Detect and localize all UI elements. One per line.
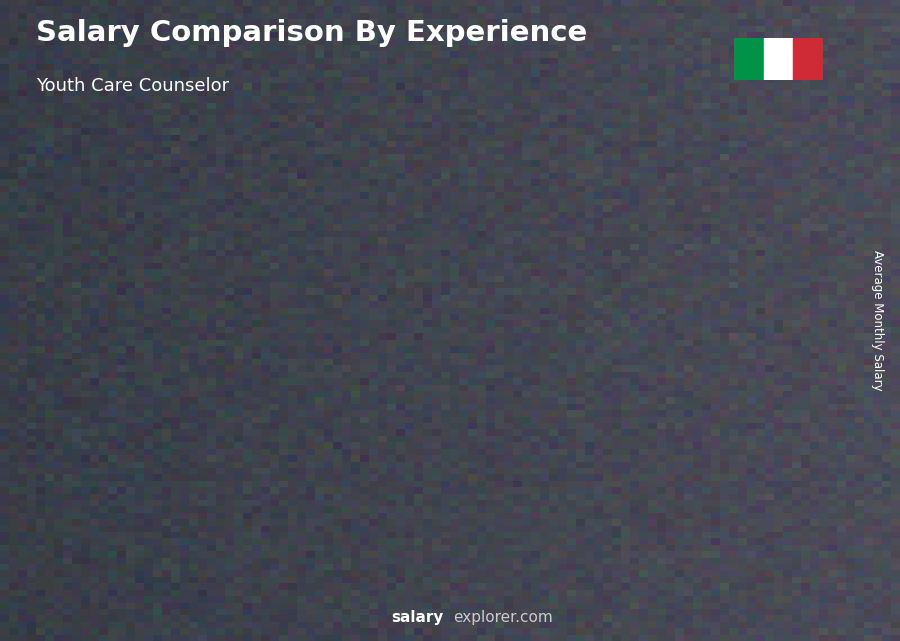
Bar — [763, 38, 794, 80]
Bar — [778, 194, 786, 558]
Text: 20+ Years: 20+ Years — [701, 592, 791, 607]
FancyBboxPatch shape — [581, 217, 660, 558]
Text: < 2 Years: < 2 Years — [76, 592, 160, 607]
Bar — [707, 194, 786, 203]
Bar — [456, 239, 534, 247]
Bar — [204, 371, 214, 558]
Text: +7%: +7% — [659, 116, 708, 135]
Text: +7%: +7% — [533, 138, 582, 158]
Text: Youth Care Counselor: Youth Care Counselor — [36, 77, 230, 95]
Text: 2,750 EUR: 2,750 EUR — [61, 499, 138, 514]
Text: +24%: +24% — [400, 174, 464, 194]
Text: 6,890 EUR: 6,890 EUR — [806, 303, 883, 318]
Bar — [581, 217, 591, 558]
FancyBboxPatch shape — [330, 301, 408, 558]
Text: +38%: +38% — [274, 228, 338, 247]
Bar — [526, 239, 534, 558]
FancyBboxPatch shape — [456, 239, 534, 558]
Text: 6,030 EUR: 6,030 EUR — [438, 385, 515, 399]
Bar — [652, 217, 660, 558]
Bar — [581, 217, 660, 225]
Bar — [78, 413, 89, 558]
Text: 10 to 15: 10 to 15 — [457, 592, 532, 607]
Bar — [707, 194, 717, 558]
FancyBboxPatch shape — [204, 371, 283, 558]
Bar — [78, 413, 157, 416]
Text: 15 to 20: 15 to 20 — [583, 592, 658, 607]
Bar — [330, 301, 408, 307]
FancyBboxPatch shape — [78, 413, 157, 558]
Text: 6,460 EUR: 6,460 EUR — [564, 353, 640, 367]
Bar — [148, 413, 157, 558]
Bar — [734, 38, 763, 80]
Text: Salary Comparison By Experience: Salary Comparison By Experience — [36, 19, 587, 47]
Text: explorer.com: explorer.com — [453, 610, 553, 625]
Bar — [400, 301, 408, 558]
FancyBboxPatch shape — [707, 194, 786, 558]
Text: salary: salary — [392, 610, 444, 625]
Text: 3,530 EUR: 3,530 EUR — [187, 479, 263, 494]
Text: +29%: +29% — [149, 287, 212, 306]
Bar — [204, 371, 283, 376]
Bar — [330, 301, 340, 558]
Text: 5 to 10: 5 to 10 — [338, 592, 400, 607]
Bar — [456, 239, 466, 558]
Text: 4,870 EUR: 4,870 EUR — [312, 442, 389, 457]
Text: Average Monthly Salary: Average Monthly Salary — [871, 250, 884, 391]
Bar — [274, 371, 283, 558]
Bar — [794, 38, 824, 80]
Text: 2 to 5: 2 to 5 — [217, 592, 270, 607]
